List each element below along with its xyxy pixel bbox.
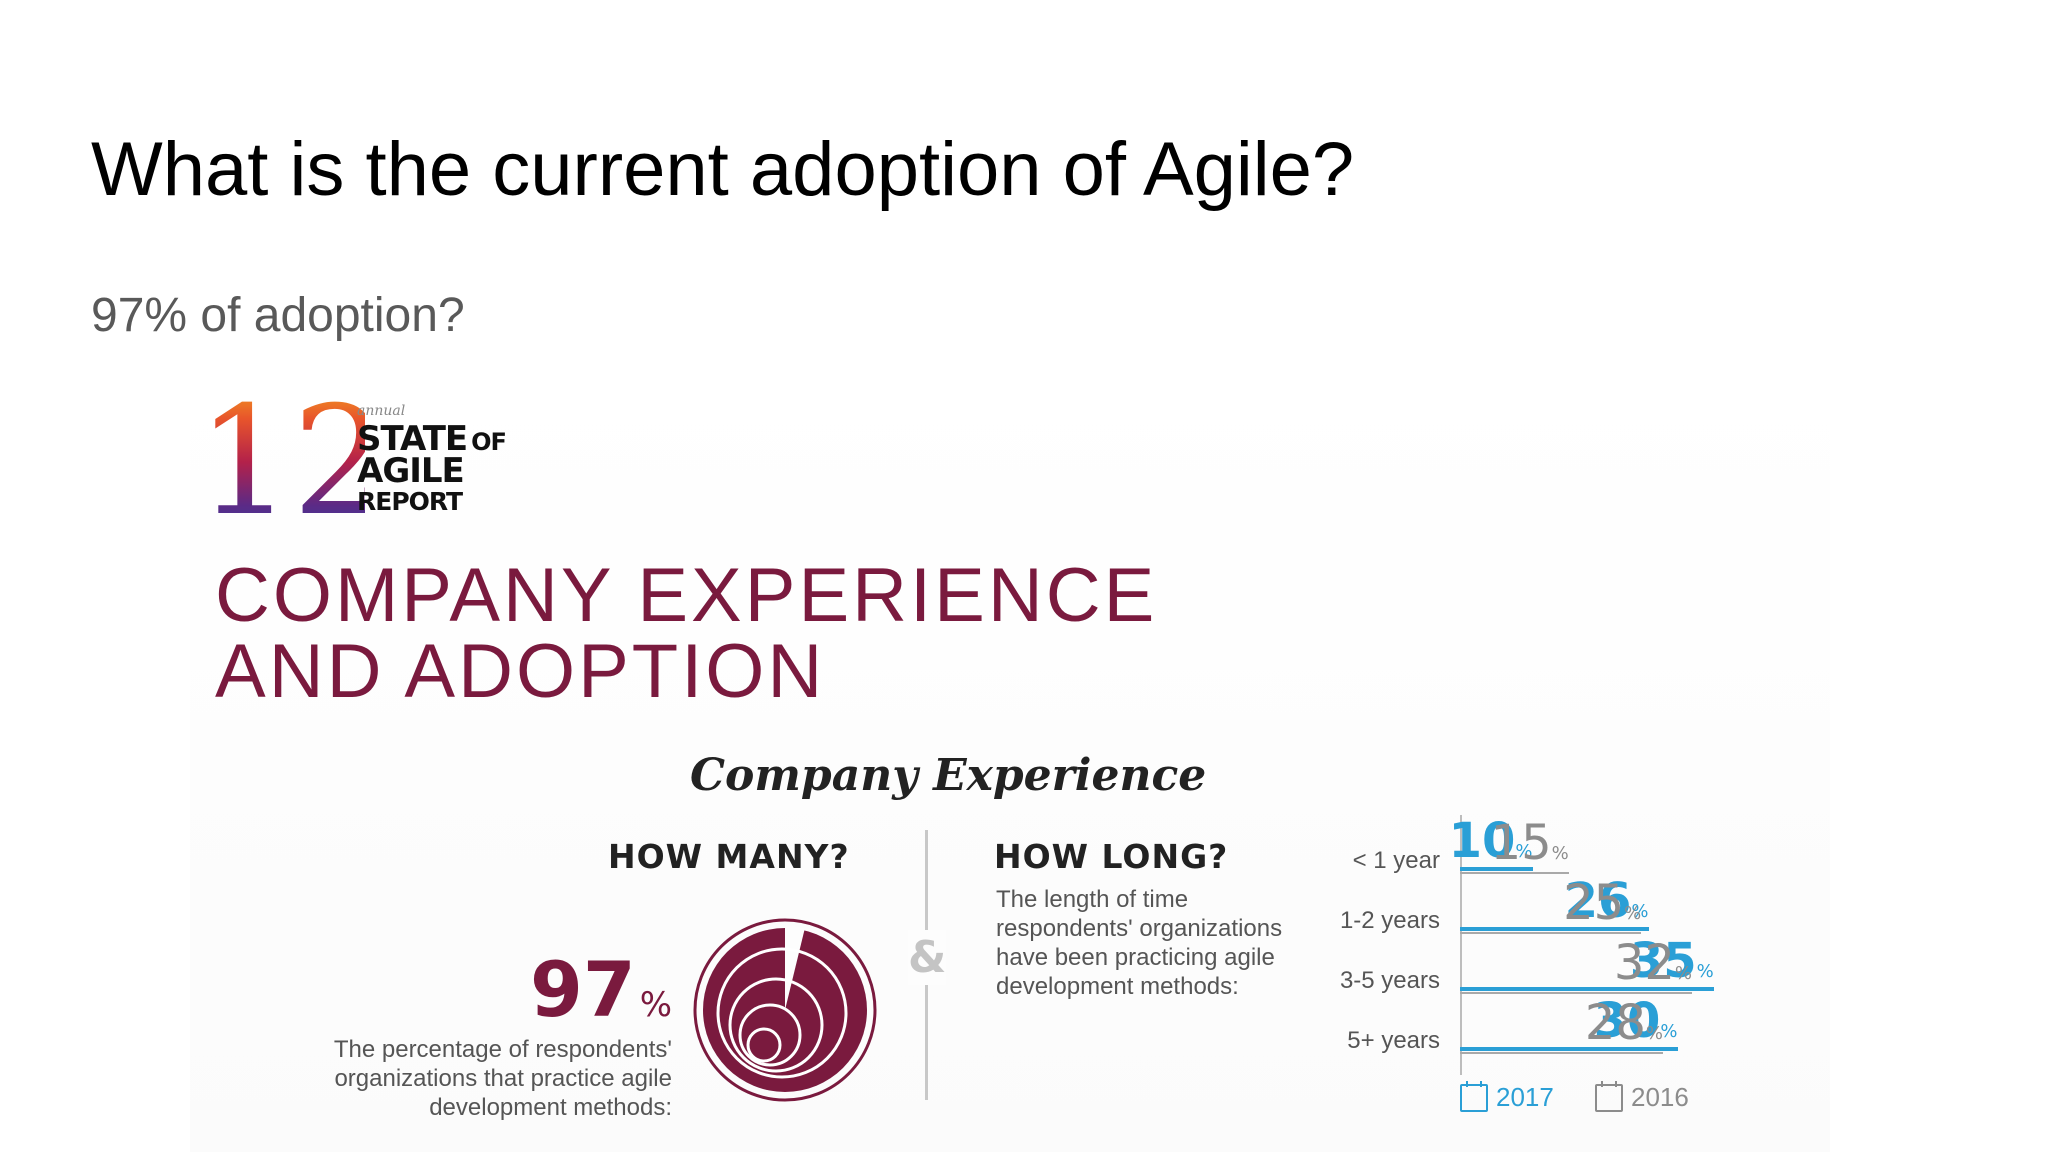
bar-2017: [1460, 927, 1649, 931]
adoption-percent: 97%: [530, 945, 672, 1034]
donut-outer-ring: [693, 918, 877, 1102]
value-unit: %: [1551, 843, 1569, 864]
donut-inner-ring: [716, 947, 848, 1079]
value-label-2016: 25%: [1521, 875, 1641, 931]
value-label-2017: 26%: [1529, 873, 1649, 929]
donut-inner-ring: [738, 1003, 802, 1067]
logo-state-text: STATE: [357, 419, 468, 459]
category-label: 5+ years: [1347, 1027, 1440, 1054]
bar-2016: [1460, 1052, 1663, 1054]
infographic-image: 12 annual STATE OF AGILE REPORT COMPANY E…: [190, 375, 1830, 1152]
logo-annual: annual: [357, 403, 406, 419]
logo-number-graphic: 12: [197, 375, 365, 525]
section-title-line-2: AND ADOPTION: [215, 629, 826, 714]
bar-2016: [1460, 932, 1642, 934]
value-unit: %: [1631, 901, 1649, 922]
calendar-icon: [1595, 1080, 1623, 1112]
value-unit: %: [1674, 963, 1692, 984]
value-unit: %: [1624, 903, 1642, 924]
adoption-value: 97: [530, 945, 636, 1034]
value-unit: %: [1645, 1023, 1663, 1044]
logo-of-text: OF: [471, 428, 507, 456]
category-label: 1-2 years: [1339, 907, 1440, 934]
category-label: < 1 year: [1352, 847, 1440, 874]
adoption-unit: %: [639, 985, 673, 1025]
value-number: 35: [1629, 933, 1697, 989]
how-many-heading: HOW MANY?: [608, 837, 850, 876]
how-many-description: The percentage of respondents' organizat…: [333, 1036, 672, 1121]
value-unit: %: [1660, 1021, 1678, 1042]
donut-inner-ring: [746, 1027, 782, 1063]
value-unit: %: [1515, 841, 1533, 862]
donut-inner-ring: [728, 977, 824, 1073]
legend-label-2017: 2017: [1496, 1082, 1554, 1112]
value-label-2016: 32%: [1572, 935, 1692, 991]
chart-axis: [1460, 815, 1462, 1075]
state-of-agile-logo: 12 annual STATE OF AGILE REPORT: [195, 375, 555, 525]
legend-item-2017: 2017: [1460, 1080, 1554, 1113]
value-label-2017: 30%: [1558, 993, 1678, 1049]
section-title-line-1: COMPANY EXPERIENCE: [215, 553, 1158, 638]
logo-number: 12: [197, 375, 365, 525]
category-label: 3-5 years: [1339, 967, 1440, 994]
calendar-icon: [1460, 1080, 1488, 1112]
adoption-donut-chart: [693, 918, 877, 1102]
legend-label-2016: 2016: [1631, 1082, 1689, 1112]
legend-item-2016: 2016: [1595, 1080, 1689, 1113]
bar-2016: [1460, 992, 1692, 994]
bar-2017: [1460, 867, 1533, 871]
value-number: 28: [1584, 995, 1646, 1051]
slide-title: What is the current adoption of Agile?: [91, 127, 1355, 212]
value-number: 26: [1564, 873, 1632, 929]
value-number: 30: [1593, 993, 1661, 1049]
ampersand-glyph: &: [908, 930, 947, 985]
section-title: COMPANY EXPERIENCE AND ADOPTION: [215, 558, 1157, 710]
logo-report: REPORT: [357, 487, 463, 516]
company-experience-heading: Company Experience: [690, 750, 1207, 801]
how-long-heading: HOW LONG?: [994, 837, 1229, 876]
experience-bar-chart: < 1 year 10% 15% 1-2 years 26% 25% 3-5 years 35…: [1250, 813, 1810, 1152]
value-label-2017: 10%: [1413, 813, 1533, 869]
value-label-2017: 35%: [1594, 933, 1714, 989]
bar-2016: [1460, 872, 1569, 874]
bar-2017: [1460, 987, 1714, 991]
slide-subtitle: 97% of adoption?: [91, 289, 465, 342]
value-number: 10: [1448, 813, 1516, 869]
bar-2017: [1460, 1047, 1678, 1051]
donut-gap-wedge: [785, 926, 805, 1010]
value-number: 25: [1563, 875, 1625, 931]
value-label-2016: 28%: [1543, 995, 1663, 1051]
logo-agile: AGILE: [357, 451, 465, 491]
value-label-2016: 15%: [1449, 815, 1569, 871]
logo-state: STATE OF: [357, 419, 507, 459]
value-unit: %: [1696, 961, 1714, 982]
value-number: 15: [1490, 815, 1552, 871]
how-long-description: The length of time respondents' organiza…: [996, 886, 1283, 1000]
value-number: 32: [1613, 935, 1675, 991]
